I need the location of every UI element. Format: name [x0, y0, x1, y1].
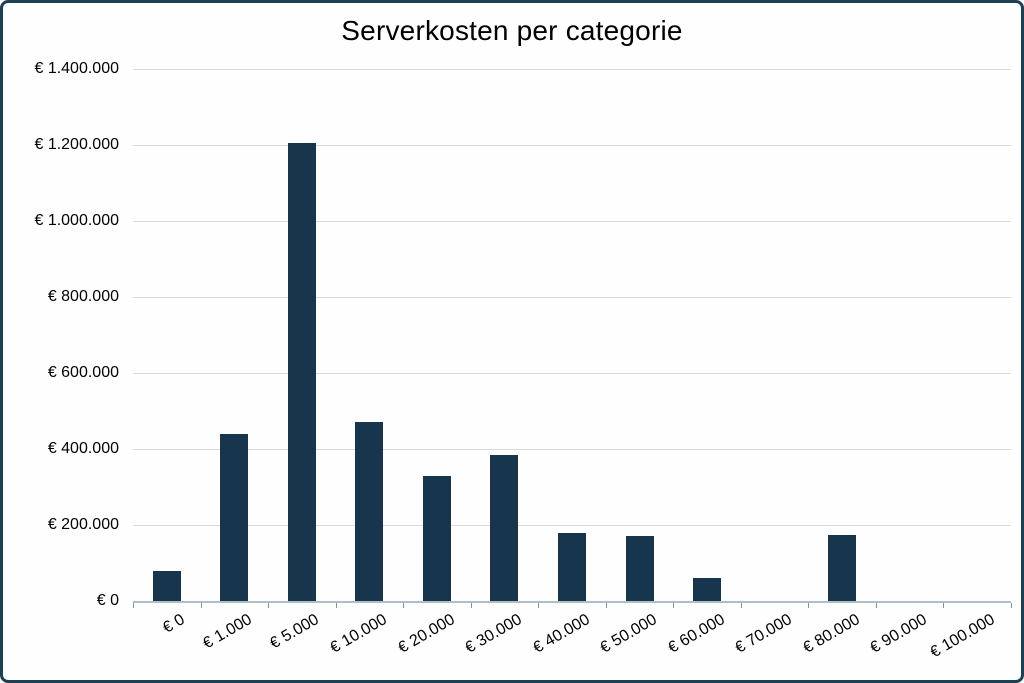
x-axis-tick-label-text: € 20.000 [394, 611, 458, 657]
x-axis-tick [740, 603, 742, 608]
x-axis-tick [605, 603, 607, 608]
bar [355, 422, 384, 601]
x-axis-tick [1011, 603, 1012, 608]
gridline [133, 372, 1011, 374]
bar [625, 536, 654, 601]
bar [422, 475, 451, 601]
y-axis-tick-label: € 400.000 [47, 440, 119, 457]
y-axis-tick-label: € 0 [96, 592, 119, 609]
gridline [133, 296, 1011, 298]
gridline [133, 448, 1011, 450]
x-axis-tick-label-text: € 70.000 [732, 611, 796, 657]
x-axis-tick [673, 603, 675, 608]
chart-title: Serverkosten per categorie [341, 15, 683, 46]
y-axis-tick-label: € 1.000.000 [34, 212, 119, 229]
x-axis-tick [808, 603, 810, 608]
x-axis-tick [268, 603, 270, 608]
x-axis-tick [200, 603, 202, 608]
x-axis-tick-label-text: € 60.000 [665, 611, 728, 657]
x-axis-tick [875, 603, 877, 608]
bar [220, 433, 249, 601]
y-axis-tick-label: € 600.000 [47, 364, 119, 381]
x-axis-tick-label-text: € 100.000 [927, 611, 998, 662]
bar [152, 570, 181, 601]
x-axis-tick-label-text: € 50.000 [597, 611, 661, 657]
gridline [133, 144, 1011, 146]
gridline [133, 220, 1011, 222]
x-axis-tick-label-text: € 40.000 [530, 611, 593, 657]
gridline [133, 68, 1011, 70]
bar [558, 532, 586, 601]
x-axis-tick-label-text: € 1.000 [200, 611, 255, 653]
x-axis-tick-label-text: € 0 [159, 611, 188, 637]
y-axis-tick-label: € 1.200.000 [34, 136, 119, 153]
bar [490, 454, 519, 601]
x-axis-tick-label-text: € 30.000 [462, 611, 525, 657]
x-axis-tick [335, 603, 337, 608]
x-axis-tick-label-text: € 5.000 [267, 611, 323, 653]
gridline [133, 524, 1011, 526]
x-axis-tick [943, 603, 945, 608]
x-axis-tick-label-text: € 80.000 [800, 611, 863, 657]
bar [693, 578, 722, 601]
y-axis-tick-label: € 800.000 [47, 288, 119, 305]
x-axis-tick [403, 603, 405, 608]
x-axis-tick [470, 603, 472, 608]
x-axis-tick-label-text: € 90.000 [867, 611, 931, 657]
x-axis-tick [538, 603, 540, 608]
bar [828, 534, 857, 601]
x-axis-line [133, 601, 1011, 603]
bar [287, 143, 316, 601]
x-axis-tick [133, 603, 134, 608]
x-axis-tick-label-text: € 10.000 [327, 611, 390, 657]
y-axis-tick-label: € 200.000 [47, 516, 119, 533]
y-axis-tick-label: € 1.400.000 [34, 60, 119, 77]
